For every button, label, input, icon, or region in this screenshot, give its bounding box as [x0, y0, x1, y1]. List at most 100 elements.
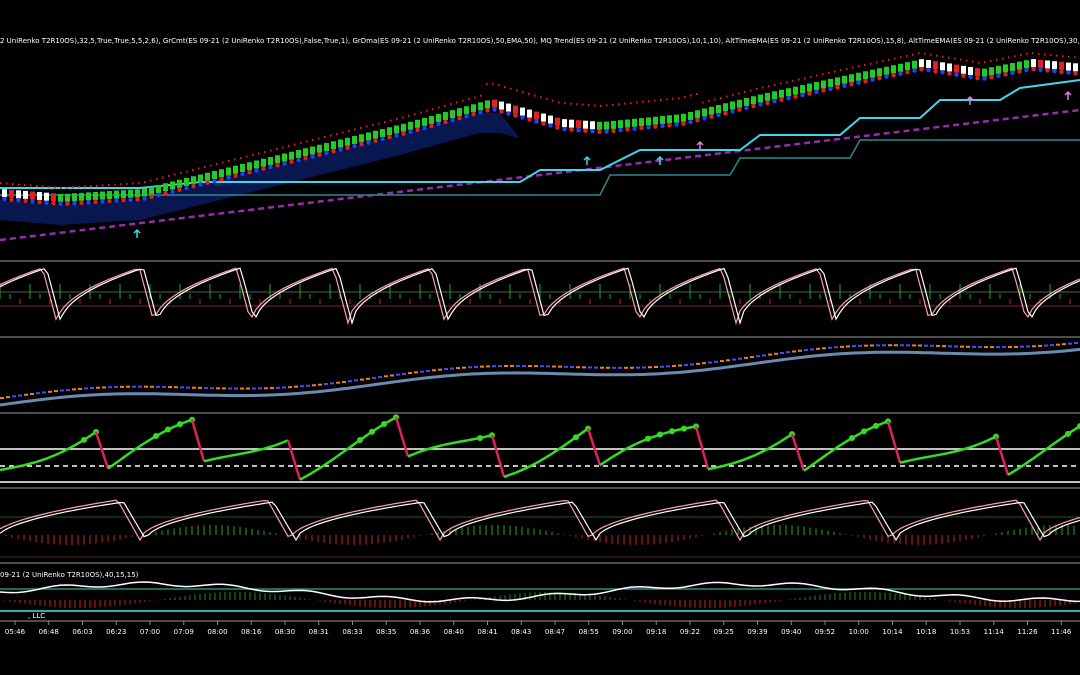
trend-dot [779, 97, 784, 102]
candle [268, 157, 273, 165]
trend-dash [276, 386, 280, 389]
trend-dot [863, 79, 868, 84]
momentum-seg [935, 451, 949, 457]
trend-dash [270, 387, 274, 390]
candle [1017, 61, 1022, 70]
trend-dot [1003, 72, 1008, 77]
candle [58, 193, 63, 202]
momentum-seg [767, 440, 781, 450]
momentum-seg [215, 454, 229, 460]
candle [37, 192, 42, 201]
trend-dot [9, 197, 14, 202]
candle [9, 189, 14, 198]
candle [380, 129, 385, 137]
candle [870, 69, 875, 78]
trend-dot [877, 76, 882, 81]
candle [338, 139, 343, 148]
trend-dot [786, 96, 791, 101]
trend-dash [750, 356, 754, 359]
candle [247, 162, 252, 171]
trend-dot [1024, 68, 1029, 73]
trend-dash [498, 365, 502, 368]
trend-dot [58, 201, 63, 207]
candle [975, 68, 980, 77]
panel-label: 09-21 (2 UniRenko T2R10OS),40,15,15) [0, 571, 139, 579]
momentum-seg [503, 471, 517, 479]
trend-dash [906, 344, 910, 347]
trend-dash [936, 344, 940, 347]
time-label: 08:43 [511, 628, 531, 636]
trend-dash [1014, 345, 1018, 348]
trend-dash [306, 384, 310, 387]
candle [1038, 59, 1043, 68]
trend-dash [612, 366, 616, 369]
trend-dash [252, 387, 256, 390]
trend-dash [618, 366, 622, 369]
trend-dash [552, 365, 556, 368]
momentum-seg [971, 440, 985, 448]
candle [93, 191, 98, 200]
trend-dash [570, 366, 574, 369]
trend-dash [738, 357, 742, 360]
candle [625, 119, 630, 128]
trend-dot [247, 170, 252, 175]
trend-dash [282, 386, 286, 389]
trend-dot [835, 85, 840, 90]
trend-dash [6, 396, 10, 399]
candle [765, 92, 770, 101]
trend-dash [966, 345, 970, 348]
trend-dash [390, 374, 394, 377]
momentum-seg [527, 459, 541, 469]
candle [443, 112, 448, 121]
trend-dash [810, 348, 814, 351]
trend-dash [126, 385, 130, 388]
trend-dash [354, 379, 358, 382]
trend-dash [180, 386, 184, 389]
trend-dot [989, 75, 994, 80]
trend-dash [120, 385, 124, 388]
candle [450, 110, 455, 119]
candle [1052, 61, 1057, 70]
trend-dot [191, 184, 196, 189]
trend-dash [684, 363, 688, 366]
trend-dash [114, 385, 118, 388]
signal-arrow [1064, 90, 1072, 100]
trend-dot [233, 173, 238, 178]
time-label: 08:16 [241, 628, 262, 636]
momentum-seg [1007, 466, 1021, 477]
candle [632, 118, 637, 127]
momentum-seg [551, 444, 565, 455]
trend-dash [702, 362, 706, 365]
trend-dot [44, 200, 49, 205]
candle [170, 181, 175, 190]
candle [849, 74, 854, 83]
trend-dash [486, 365, 490, 368]
trend-dot [940, 70, 945, 75]
trend-dash [678, 364, 682, 367]
candle [534, 111, 539, 120]
oscillator-line [0, 267, 1080, 326]
candle [23, 190, 28, 199]
candle [821, 80, 826, 89]
trend-dash [732, 358, 736, 361]
candle [464, 106, 469, 115]
trend-dot [751, 104, 756, 109]
trend-dot [282, 161, 287, 166]
trend-dash [324, 383, 328, 386]
trend-dash [882, 344, 886, 347]
trend-dash [888, 344, 892, 347]
panel-dividers [0, 260, 1080, 622]
trend-dot [289, 159, 294, 164]
trend-dash [954, 345, 958, 348]
candle [919, 59, 924, 68]
trend-dot [331, 149, 336, 154]
trend-dash [918, 344, 922, 347]
candle [100, 191, 105, 200]
trend-dot [709, 114, 714, 119]
trend-dash [378, 376, 382, 379]
trend-dash [228, 387, 232, 390]
time-label: 08:00 [207, 628, 227, 636]
candle [611, 120, 616, 129]
momentum-seg [815, 452, 829, 464]
trend-dot [212, 178, 217, 184]
